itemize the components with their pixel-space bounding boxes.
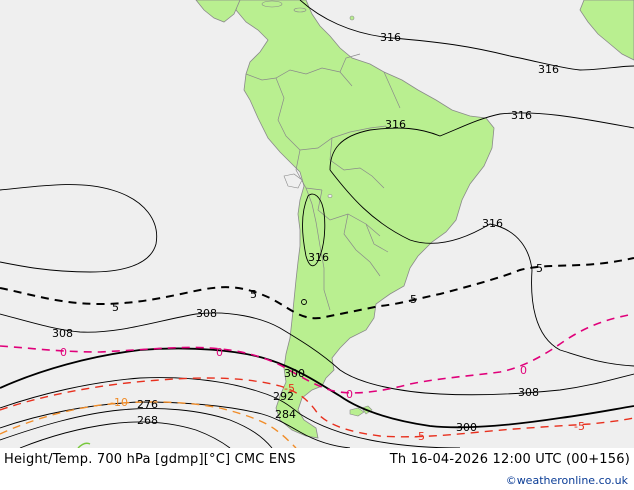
contour-316-south <box>329 169 634 367</box>
temp-label: -5 <box>284 382 295 395</box>
temp-label: 5 <box>536 262 543 275</box>
height-label: 316 <box>380 31 401 44</box>
temp-label: -5 <box>574 420 585 433</box>
credit-link[interactable]: ©weatheronline.co.uk <box>505 474 628 487</box>
temp-contour-minus5 <box>0 377 634 438</box>
height-label: 316 <box>538 63 559 76</box>
caribbean-islands <box>261 0 355 21</box>
temp-label: -10 <box>110 396 128 409</box>
lakes <box>283 173 333 198</box>
map-footer: Height/Temp. 700 hPa [gdmp][°C] CMC ENS … <box>0 448 634 490</box>
height-labels: 316 316 316 316 316 316 308 308 308 300 … <box>52 31 559 434</box>
height-label: 316 <box>308 251 329 264</box>
temp-labels: 5 5 5 5 0 0 0 0 -5 -5 -5 -10 <box>60 262 585 443</box>
temp-label: -5 <box>414 430 425 443</box>
height-label: 292 <box>273 390 294 403</box>
africa-corner <box>579 0 634 61</box>
contour-276 <box>0 408 273 449</box>
temp-label: 0 <box>216 346 223 359</box>
height-label: 316 <box>482 217 503 230</box>
height-label: 300 <box>456 421 477 434</box>
temp-label: 5 <box>410 293 417 306</box>
central-america <box>195 0 241 23</box>
height-label: 308 <box>52 327 73 340</box>
temp-label: 5 <box>112 301 119 314</box>
country-borders <box>245 53 401 311</box>
temp-label: 5 <box>250 288 257 301</box>
temp-label: 0 <box>346 388 353 401</box>
south-america-landmass <box>196 0 495 439</box>
contour-300 <box>0 347 634 429</box>
valid-time: Th 16-04-2026 12:00 UTC (00+156) <box>389 452 630 467</box>
contour-316-west <box>0 184 158 273</box>
height-label: 316 <box>511 109 532 122</box>
height-label: 284 <box>275 408 296 421</box>
height-label: 308 <box>196 307 217 320</box>
contour-268 <box>19 421 231 449</box>
temp-contour-plus5 <box>0 257 634 320</box>
contour-284 <box>0 401 351 449</box>
contour-316-closed <box>302 193 326 267</box>
height-label: 268 <box>137 414 158 427</box>
contour-316-mid <box>329 112 634 171</box>
temp-contour-zero <box>0 313 634 394</box>
height-label: 276 <box>137 398 158 411</box>
height-label: 300 <box>284 367 305 380</box>
temp-contour-minus15 <box>77 442 91 449</box>
height-contours <box>0 0 634 449</box>
contour-316-north <box>299 0 634 71</box>
temp-label: 0 <box>60 346 67 359</box>
contour-308 <box>0 312 634 396</box>
height-label: 308 <box>518 386 539 399</box>
map-title: Height/Temp. 700 hPa [gdmp][°C] CMC ENS <box>4 452 296 467</box>
temp-contour-minus10 <box>0 401 297 449</box>
height-label: 316 <box>385 118 406 131</box>
temp-label: 0 <box>520 364 527 377</box>
contour-292 <box>0 377 461 449</box>
